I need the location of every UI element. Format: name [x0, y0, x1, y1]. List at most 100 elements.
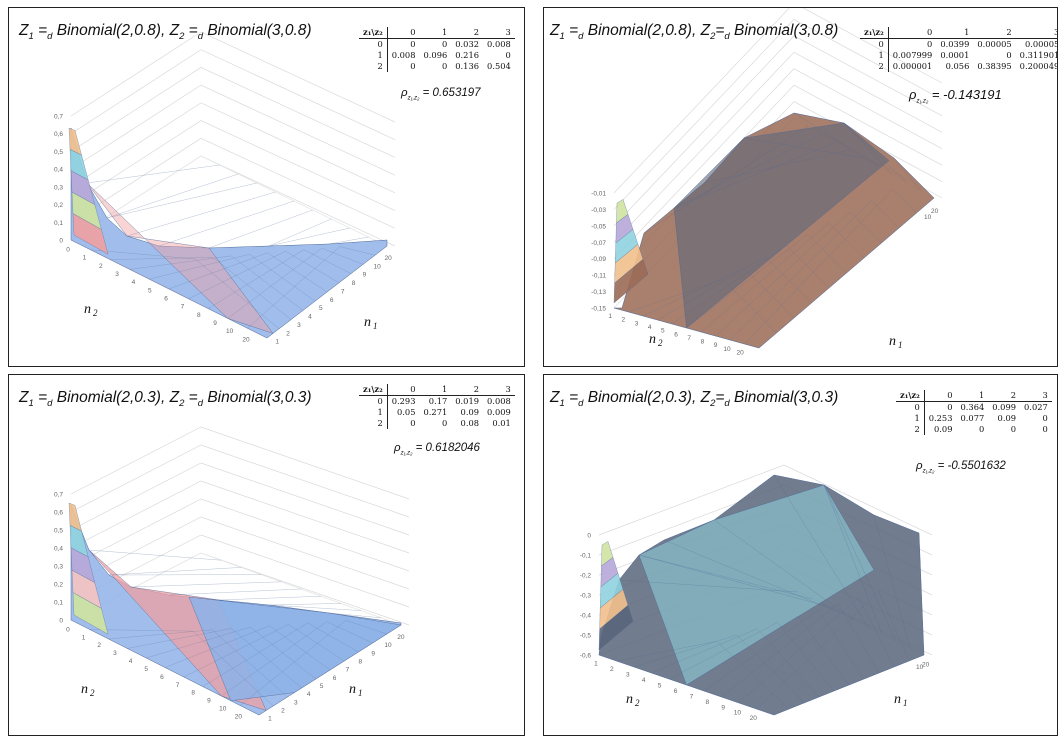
surface-mesh-line — [671, 245, 830, 325]
rho-symbol: ρ — [401, 87, 408, 99]
z-gridline — [70, 462, 410, 536]
title-text: Z — [19, 389, 29, 406]
table-row-header: 2 — [359, 418, 388, 429]
title-text: Binomial(2,0.8), Z — [583, 22, 711, 39]
table-cell: 0.09 — [997, 413, 1017, 423]
title-subscript: 1 — [559, 31, 565, 43]
rho-symbol: ρ — [916, 460, 923, 472]
title-subscript: d — [578, 31, 584, 43]
title-text: Binomial(2,0.3), Z — [583, 389, 711, 406]
table-column-header: 2 — [988, 390, 1021, 402]
table-column-header: 0 — [387, 27, 420, 39]
surface-color-band — [72, 592, 109, 635]
surface-mesh-line — [221, 621, 373, 697]
n2-axis-label-subscript: 2 — [658, 338, 663, 348]
n1-tick-label: 6 — [333, 675, 337, 682]
table-cell: 0.05 — [397, 407, 416, 417]
z-gridline — [70, 516, 410, 590]
z-tick-label: -0,15 — [591, 306, 606, 313]
z-gridline — [70, 137, 396, 229]
z-tick-label: 0,7 — [54, 492, 63, 499]
z-tick-label: -0,07 — [591, 240, 606, 247]
surface-mesh-line — [106, 173, 239, 219]
n2-tick-label: 7 — [690, 693, 694, 700]
z-tick-label: -0,05 — [591, 223, 606, 230]
n2-tick-label: 20 — [750, 715, 758, 722]
z-tick-label: 0,4 — [54, 167, 63, 174]
surface-mesh-line — [686, 234, 847, 329]
title-subscript: d — [197, 31, 204, 43]
n2-tick-label: 8 — [706, 699, 710, 706]
panel-title: Z1 =d Binomial(2,0.3), Z2=d Binomial(3,0… — [550, 389, 838, 409]
z-gridline — [70, 102, 396, 194]
title-text: = — [184, 389, 198, 406]
surface-mesh-line — [88, 549, 222, 561]
n2-tick-label: 7 — [687, 335, 691, 342]
table-cell: 0 — [1042, 413, 1048, 423]
n2-tick-label: 6 — [674, 331, 678, 338]
z-tick-label: 0,6 — [54, 131, 63, 138]
table-row: 1 0.007999 0.0001 0 0.311901 — [860, 50, 1057, 61]
table-cell: 0.136 — [455, 61, 480, 71]
title-subscript: d — [724, 31, 730, 43]
surface-mesh-line — [743, 137, 865, 159]
title-text: = — [33, 22, 48, 39]
table-corner-header: z₁\z₂ — [359, 27, 388, 39]
n2-tick-label: 2 — [610, 666, 614, 673]
surface-plot: 0,7 0,6 0,5 0,4 0,3 0,2 0,1 00 1 2 3 4 5 6 7 8 9 10 20 1 2 3 4… — [54, 426, 410, 723]
table-cell: 0.00005 — [1024, 39, 1058, 49]
surface-mesh-line — [618, 579, 799, 593]
n2-tick-label: 7 — [176, 682, 180, 689]
z-gridline — [70, 67, 396, 158]
n1-axis-label-letter: n — [364, 315, 371, 330]
table-cell: 0.09 — [460, 407, 480, 417]
surface-mesh-line — [793, 112, 879, 167]
n1-tick-label: 3 — [297, 322, 301, 329]
surface-mesh-line — [663, 539, 841, 614]
table-column-header: 2 — [451, 27, 484, 39]
surface-mesh-line — [738, 597, 895, 704]
panel-title: Z1 =d Binomial(2,0.8), Z2 =d Binomial(3,… — [19, 22, 312, 42]
n2-tick-label: 5 — [658, 682, 662, 689]
surface-mesh-line — [268, 603, 342, 606]
n2-tick-label: 7 — [181, 304, 185, 311]
n1-axis-label-letter: n — [894, 692, 901, 707]
n2-tick-label: 6 — [674, 688, 678, 695]
n1-tick-label: 10 — [384, 642, 392, 649]
n2-axis-label-letter: n — [81, 682, 88, 697]
title-text: Binomial(2,0.8), Z — [52, 22, 180, 39]
table-cell: 0 — [410, 39, 416, 49]
title-text: = — [564, 22, 579, 39]
table-cell: 0 — [441, 39, 448, 49]
n1-axis-label-letter: n — [349, 682, 356, 697]
surface-mesh-line — [713, 519, 855, 621]
n2-tick-label: 10 — [734, 710, 742, 717]
z-tick-label: -0,1 — [580, 553, 592, 560]
panel-title: Z1 =d Binomial(2,0.8), Z2=d Binomial(3,0… — [550, 22, 838, 42]
n2-tick-label: 5 — [144, 666, 148, 673]
table-row-header: 1 — [359, 50, 388, 61]
title-subscript: d — [197, 398, 204, 410]
table-row-header: 0 — [359, 395, 388, 407]
surface-band-blue — [188, 596, 402, 701]
table-row: 1 0.008 0.096 0.216 0 — [359, 50, 515, 61]
chart-panel-3: 0,7 0,6 0,5 0,4 0,3 0,2 0,1 0 0 1 2 3 4 5 6 7 8 9 10 20 1 2 3 4… — [8, 374, 525, 736]
table-cell: 0.00005 — [977, 39, 1012, 49]
table-cell: 0.027 — [1024, 402, 1048, 412]
z-tick-label: 0,1 — [54, 220, 63, 227]
z-gridline — [70, 120, 396, 211]
joint-probability-table: z₁\z₂ 0 1 2 3 0 0 0 0.032 0.008 1 0.008 0.096 0.216 0 2… — [359, 27, 515, 72]
rho-subscript: z₁,z₂ — [407, 95, 420, 102]
title-subscript: 2 — [179, 31, 185, 43]
surface-mesh-line — [673, 133, 823, 209]
surface-mesh-line — [89, 629, 274, 707]
z-tick-label: 0,5 — [54, 528, 63, 535]
n1-tick-label: 10 — [374, 263, 382, 270]
surface-mesh-line — [328, 236, 369, 245]
surface-mesh-line — [126, 191, 276, 237]
table-cell: 0.08 — [460, 418, 480, 428]
surface-mesh-line — [268, 604, 362, 611]
table-cell: 0.099 — [992, 402, 1017, 412]
title-text: Binomial(2,0.3), Z — [52, 389, 180, 406]
